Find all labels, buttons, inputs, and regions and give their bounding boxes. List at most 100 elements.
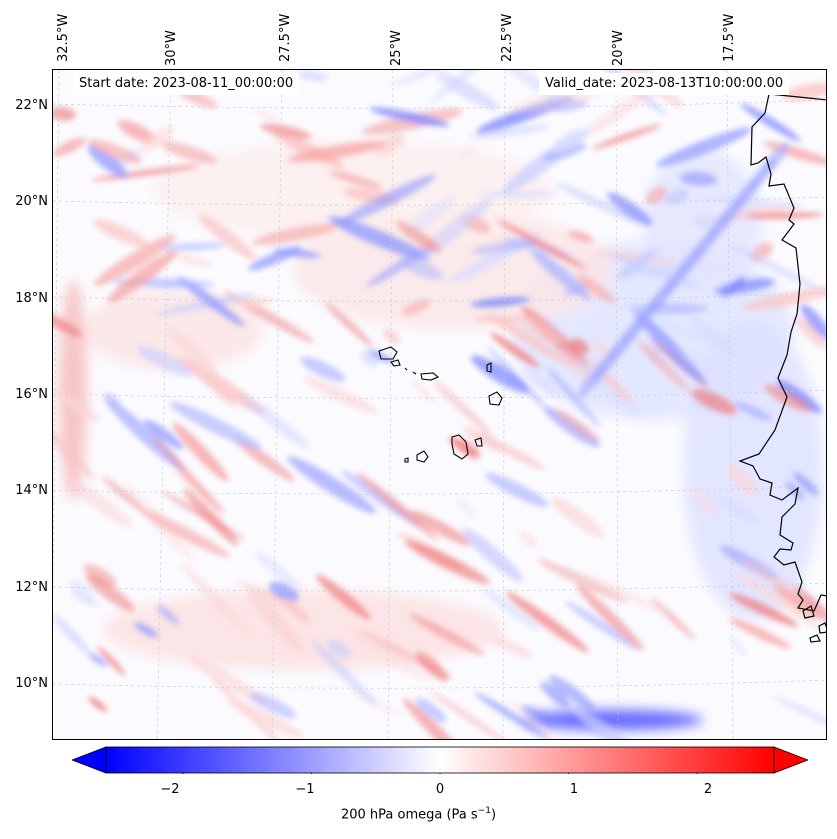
downward-motion-streak [468, 124, 551, 139]
downward-motion-streak [169, 401, 263, 450]
upward-motion-streak [429, 690, 512, 739]
upward-motion-streak [729, 618, 791, 649]
upward-motion-streak [741, 558, 818, 609]
upward-motion-streak [260, 123, 312, 139]
lat-label-20n: 20°N [15, 194, 48, 209]
upward-motion-streak [410, 510, 471, 546]
upward-motion-streak [53, 137, 86, 157]
downward-motion-streak [549, 675, 596, 711]
downward-motion-streak [793, 471, 819, 496]
upward-motion-streak [568, 230, 594, 243]
upward-motion-streak [496, 219, 587, 270]
upward-motion-streak [581, 83, 660, 138]
upward-motion-streak [404, 540, 490, 585]
upward-motion-streak [489, 635, 534, 659]
upward-motion-streak [53, 389, 100, 422]
upward-motion-streak [93, 234, 176, 287]
downward-motion-streak [664, 188, 689, 205]
omega-field-map [53, 70, 826, 739]
upward-motion-streak [793, 585, 826, 643]
upward-motion-streak [251, 223, 339, 246]
downward-motion-streak [87, 145, 128, 178]
upward-motion-streak [187, 654, 267, 705]
africa-coastline [738, 93, 826, 643]
colorbar-label: 200 hPa omega (Pa s−1) [340, 806, 497, 823]
downward-motion-streak [300, 356, 346, 382]
valid-date-label: Valid_date: 2023-08-13T10:00:00.00 [539, 73, 790, 95]
upward-motion-streak [233, 437, 295, 482]
upward-motion-streak [569, 338, 590, 354]
colorbar-tick-minus2: −2 [160, 782, 180, 797]
downward-motion-streak [156, 604, 180, 625]
upward-motion-streak [67, 478, 134, 528]
upward-motion-streak [229, 700, 304, 739]
upward-motion-streak [412, 379, 435, 404]
upward-motion-streak [508, 696, 574, 739]
colorbar [72, 746, 808, 774]
upward-motion-streak [595, 251, 674, 264]
upward-motion-streak [458, 144, 477, 159]
lon-label-20w: 20°W [611, 30, 626, 66]
upward-motion-streak [374, 133, 406, 156]
downward-motion-streak [607, 192, 653, 226]
upward-motion-streak [401, 299, 431, 316]
downward-motion-streak [134, 622, 158, 638]
downward-motion-streak [398, 256, 444, 280]
downward-motion-streak [456, 497, 476, 519]
upward-motion-streak [167, 327, 218, 374]
downward-motion-streak [177, 276, 245, 327]
lon-label-25w: 25°W [389, 30, 404, 66]
cape-verde-islands [378, 346, 503, 463]
upward-motion-streak [523, 318, 561, 344]
colorbar-tick-0: 0 [435, 782, 445, 797]
upward-motion-streak [432, 379, 494, 437]
upward-motion-streak [180, 562, 250, 635]
lon-label-17-5w: 17.5°W [722, 13, 737, 62]
upward-motion-streak [746, 212, 824, 219]
lon-label-30w: 30°W [164, 30, 179, 66]
downward-motion-streak [480, 191, 557, 198]
upward-motion-streak [283, 598, 310, 624]
upward-motion-streak [691, 389, 737, 415]
lat-label-16n: 16°N [15, 387, 48, 402]
lat-label-22n: 22°N [15, 98, 48, 113]
upward-motion-streak [315, 574, 371, 620]
downward-motion-streak [268, 581, 299, 602]
upward-motion-streak [742, 285, 826, 311]
map-panel [52, 69, 827, 740]
downward-motion-streak [155, 293, 255, 316]
upward-motion-streak [205, 378, 236, 408]
upward-motion-streak [351, 630, 431, 683]
downward-motion-streak [521, 367, 561, 398]
downward-motion-streak [800, 304, 826, 340]
upward-motion-streak [688, 488, 721, 517]
upward-motion-streak [553, 408, 601, 443]
downward-motion-streak [730, 637, 748, 657]
upward-motion-streak [101, 476, 146, 513]
colorbar-min-extend [72, 746, 107, 774]
upward-motion-streak [727, 465, 757, 496]
downward-motion-streak [550, 128, 590, 154]
field-patch [523, 710, 703, 730]
upward-motion-streak [650, 597, 696, 640]
colorbar-tick-2: 2 [703, 782, 713, 797]
upward-motion-streak [172, 422, 229, 482]
lat-label-10n: 10°N [15, 676, 48, 691]
upward-motion-streak [415, 652, 449, 682]
upward-motion-streak [764, 384, 812, 412]
upward-motion-streak [140, 125, 176, 153]
downward-motion-streak [253, 550, 302, 590]
upward-motion-streak [403, 698, 475, 739]
downward-motion-streak [415, 697, 447, 723]
lon-label-27-5w: 27.5°W [278, 13, 293, 62]
downward-motion-streak [740, 103, 801, 142]
upward-motion-streak [151, 434, 223, 515]
upward-motion-streak [83, 563, 117, 587]
downward-motion-streak [144, 419, 184, 450]
downward-motion-streak [70, 592, 101, 608]
colorbar-max-extend [773, 746, 808, 774]
downward-motion-streak [274, 248, 321, 258]
downward-motion-streak [296, 70, 329, 82]
upward-motion-streak [734, 571, 821, 629]
upward-motion-streak [117, 120, 156, 144]
